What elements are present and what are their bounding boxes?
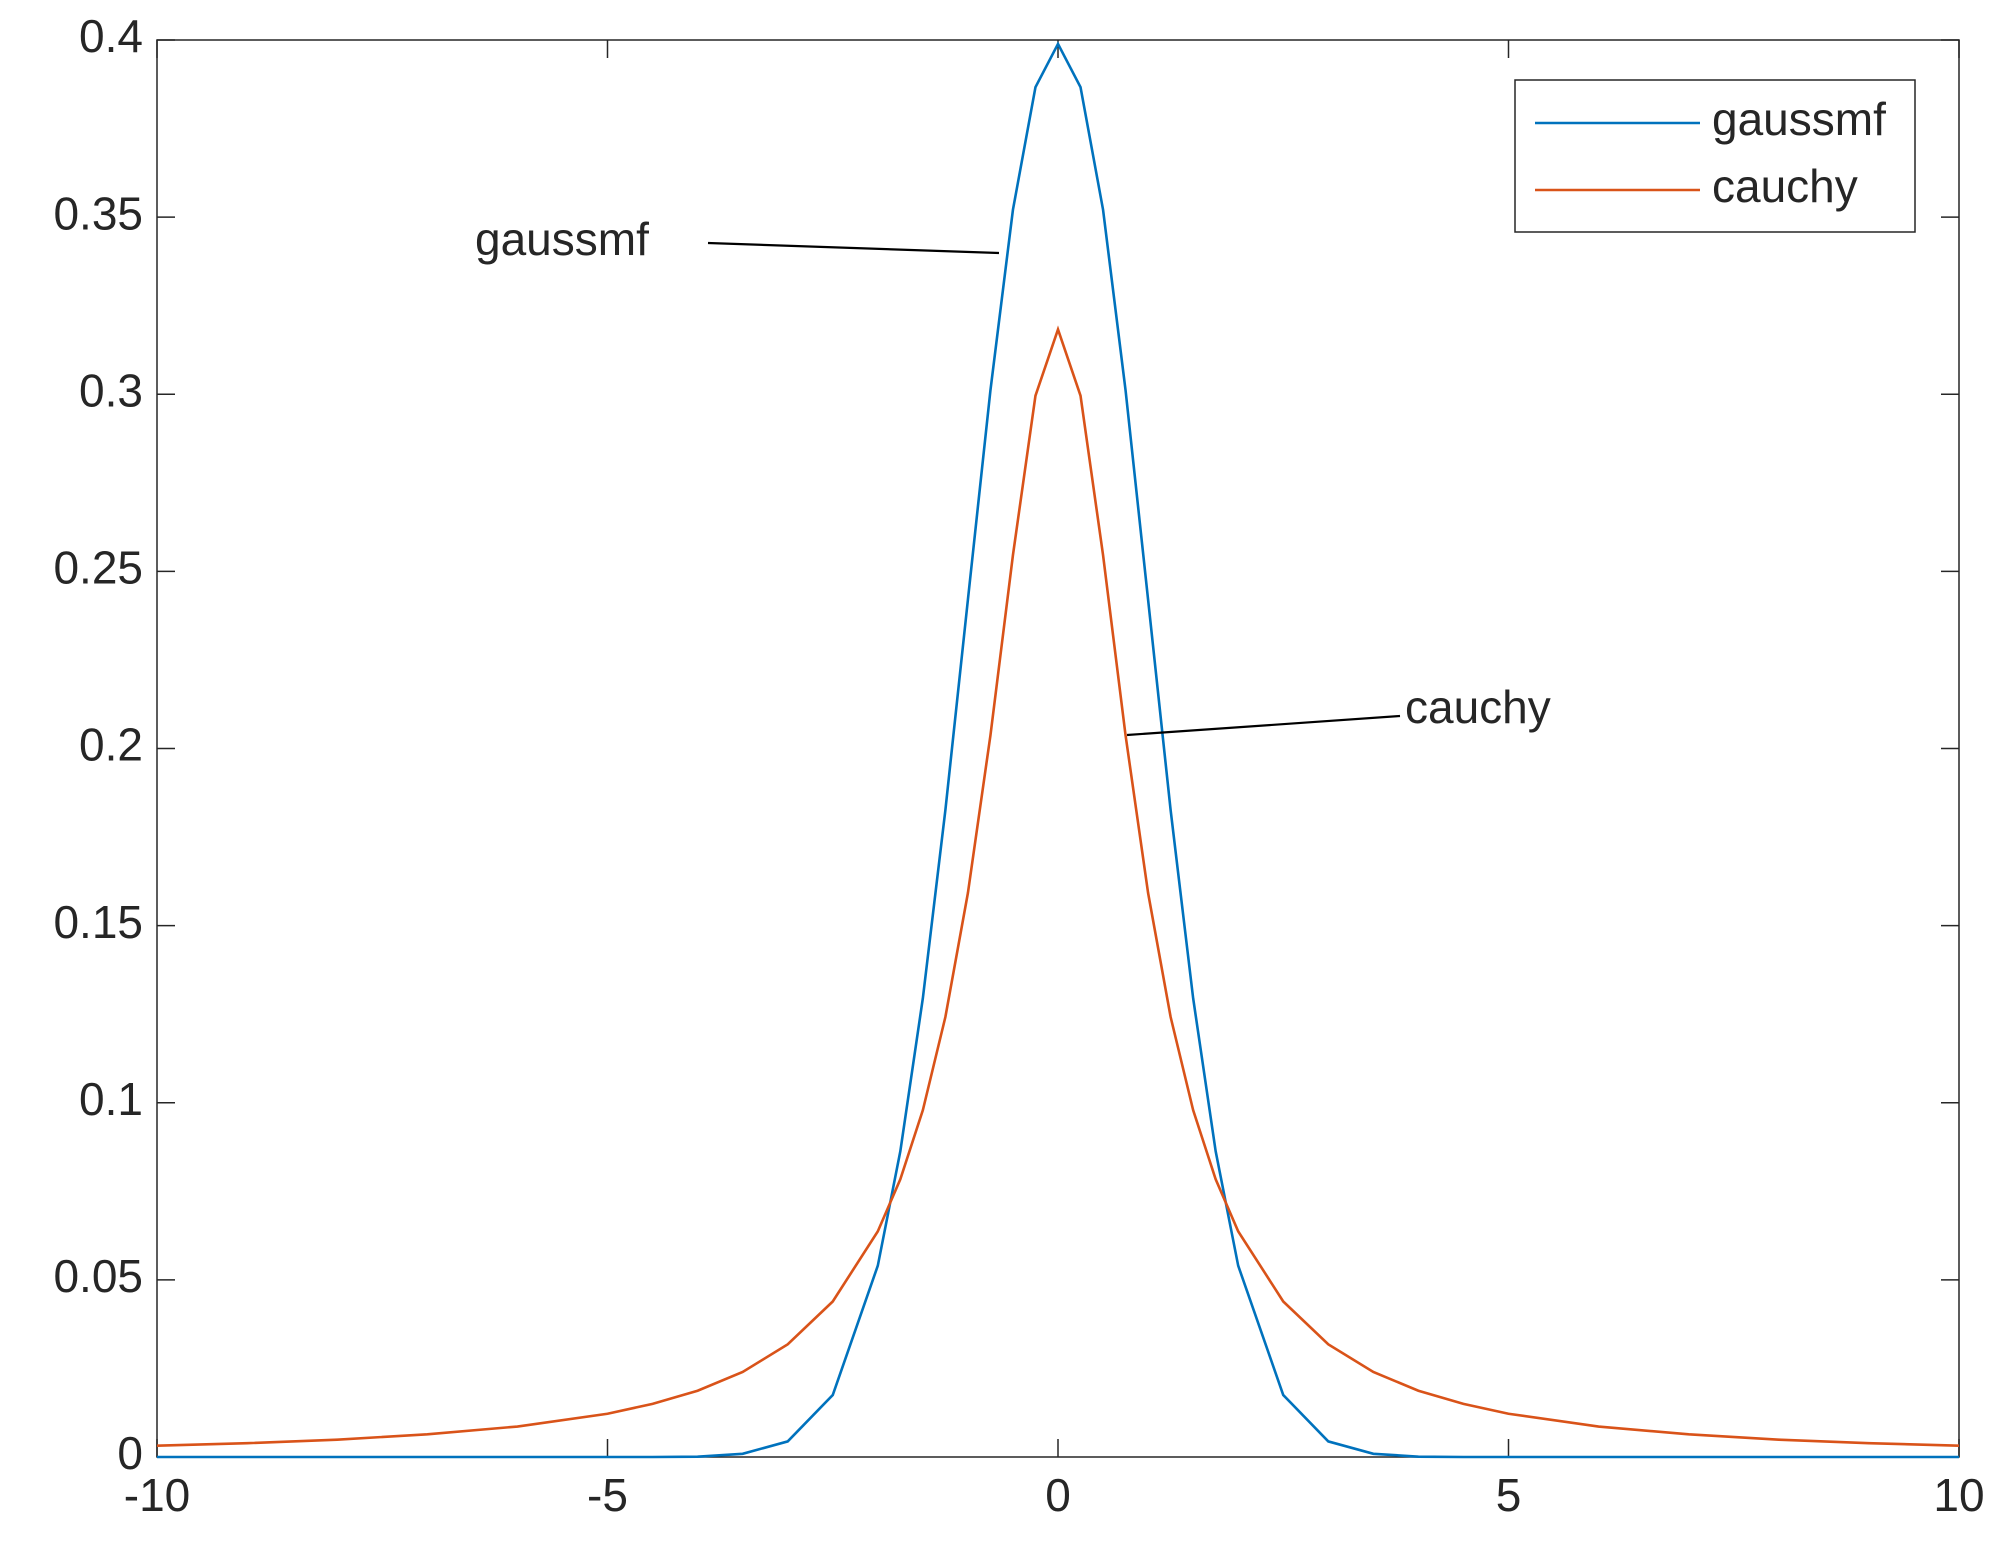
y-tick-label: 0.05 <box>53 1250 143 1302</box>
line-series <box>156 325 1960 1447</box>
legend-label: gaussmf <box>1712 93 1886 145</box>
annotation-line <box>1126 714 1401 737</box>
annotation-line <box>707 241 1000 255</box>
annotation: cauchy <box>1405 681 1551 733</box>
x-tick-label: -10 <box>124 1469 190 1521</box>
y-tick-label: 0.3 <box>79 364 143 416</box>
y-tick-label: 0.35 <box>53 187 143 239</box>
line-series <box>157 41 1959 1459</box>
x-tick-label: -5 <box>587 1469 628 1521</box>
y-tick-label: 0.15 <box>53 896 143 948</box>
y-tick-label: 0.1 <box>79 1073 143 1125</box>
y-tick-label: 0 <box>117 1427 143 1479</box>
x-tick-label: 5 <box>1496 1469 1522 1521</box>
legend-label: cauchy <box>1712 160 1858 212</box>
y-tick-label: 0.4 <box>79 10 143 62</box>
x-tick-label: 10 <box>1933 1469 1984 1521</box>
y-tick-label: 0.2 <box>79 719 143 771</box>
annotation: gaussmf <box>475 213 649 265</box>
plot-area <box>156 39 1960 1458</box>
legend-box <box>1514 79 1916 233</box>
y-tick-label: 0.25 <box>53 542 143 594</box>
x-tick-label: 0 <box>1045 1469 1071 1521</box>
